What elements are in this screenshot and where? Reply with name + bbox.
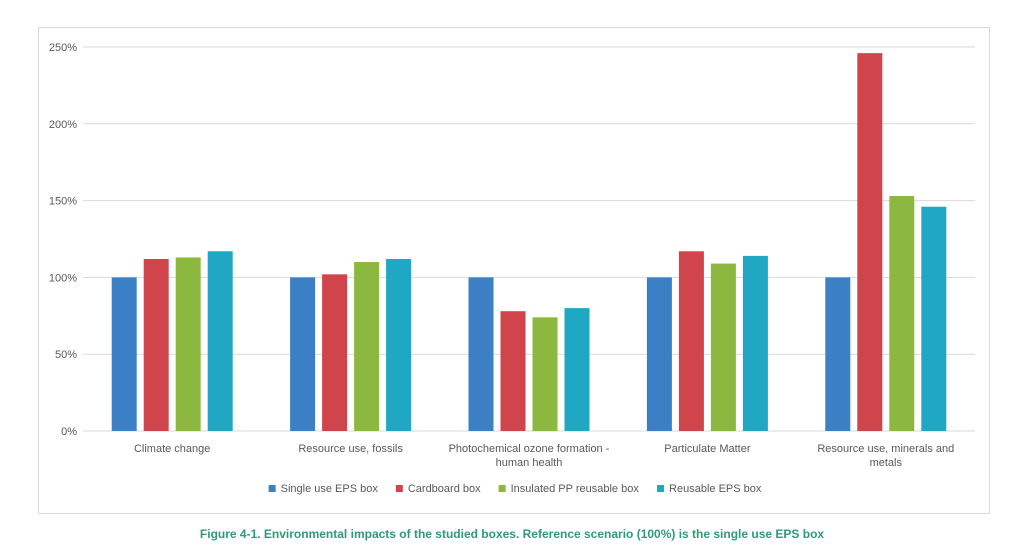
y-tick-label: 100% [49, 272, 77, 284]
bar [111, 277, 137, 431]
legend-entry: Insulated PP reusable box [511, 483, 640, 495]
x-tick-label: Particulate Matter [664, 443, 751, 455]
chart-frame: 0% 50% 100% 150% 200% 250% Climate change Reso… [38, 27, 990, 514]
bar [468, 277, 494, 431]
x-tick-label: Photochemical ozone formation - [449, 443, 610, 455]
bar [710, 263, 736, 431]
bar [857, 53, 883, 432]
legend-entry: Single use EPS box [281, 483, 379, 495]
bar [290, 277, 316, 431]
x-tick-label: Climate change [134, 443, 210, 455]
legend-swatch [268, 485, 276, 492]
bar [921, 206, 947, 431]
y-tick-label: 50% [55, 349, 77, 361]
x-tick-label: metals [870, 457, 903, 469]
legend: Single use EPS box Cardboard box Insulated… [268, 483, 762, 495]
bar [564, 308, 590, 431]
bar [825, 277, 851, 431]
y-axis-ticks: 0% 50% 100% 150% 200% 250% [49, 42, 77, 438]
bar-chart: 0% 50% 100% 150% 200% 250% Climate change Reso… [49, 42, 975, 495]
legend-swatch [395, 485, 403, 492]
bar [889, 195, 915, 431]
bar [207, 251, 233, 431]
bar [678, 251, 704, 431]
bar [532, 317, 558, 431]
x-tick-label: Resource use, minerals and [817, 443, 954, 455]
figure-caption: Figure 4-1. Environmental impacts of the… [199, 527, 825, 541]
legend-swatch [657, 485, 665, 492]
legend-entry: Cardboard box [408, 483, 481, 495]
y-tick-label: 150% [49, 196, 77, 208]
x-axis-labels: Climate change Resource use, fossils Photo… [134, 443, 954, 469]
bar [646, 277, 672, 431]
y-tick-label: 0% [61, 426, 77, 438]
bars [111, 53, 947, 432]
bar [500, 311, 526, 431]
bar [143, 258, 169, 431]
legend-swatch [498, 485, 506, 492]
y-tick-label: 200% [49, 119, 77, 131]
bar [386, 258, 412, 431]
bar [354, 262, 380, 431]
x-tick-label: human health [496, 457, 563, 469]
bar [175, 257, 201, 431]
legend-entry: Reusable EPS box [669, 483, 762, 495]
bar [322, 274, 348, 431]
x-tick-label: Resource use, fossils [298, 443, 403, 455]
y-tick-label: 250% [49, 42, 77, 54]
bar [742, 255, 768, 431]
